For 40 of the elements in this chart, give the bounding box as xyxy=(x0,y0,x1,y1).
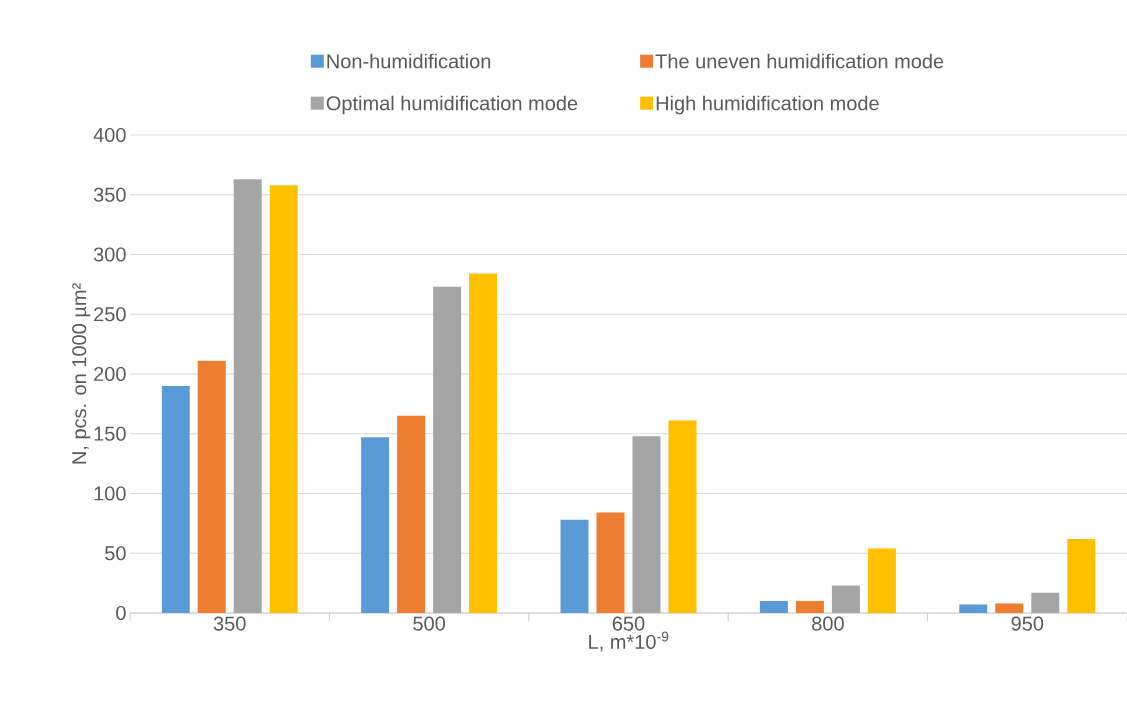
legend-label: High humidification mode xyxy=(656,95,879,115)
bar xyxy=(831,585,860,613)
bar xyxy=(867,548,896,613)
legend-label: Optimal humidification mode xyxy=(326,95,578,115)
bar xyxy=(161,385,190,613)
y-axis-title: N, pcs. on 1000 µm² xyxy=(72,283,91,464)
y-tick-label: 400 xyxy=(93,127,126,143)
y-tick-label: 100 xyxy=(94,486,126,501)
bar xyxy=(433,286,462,613)
bar xyxy=(469,273,498,613)
x-tick-label: 350 xyxy=(213,616,246,631)
y-tick-label: 50 xyxy=(105,546,126,561)
bar xyxy=(959,604,988,613)
x-axis-title: L, m*10$^{-9}$ xyxy=(589,631,669,652)
x-tick-label: 500 xyxy=(413,616,445,631)
x-tick-label: 650 xyxy=(612,616,645,631)
bar xyxy=(233,179,262,613)
legend-label: Non-humidification xyxy=(327,53,491,69)
bar xyxy=(269,185,298,613)
bar xyxy=(397,415,426,613)
bar xyxy=(596,512,625,613)
bar xyxy=(759,601,788,613)
y-tick-label: 0 xyxy=(116,605,126,621)
y-tick-label: 200 xyxy=(94,366,126,382)
bar xyxy=(361,437,390,613)
bar xyxy=(632,436,661,613)
y-tick-label: 350 xyxy=(93,187,126,202)
bar xyxy=(795,601,824,613)
bar xyxy=(1067,538,1096,613)
bar xyxy=(1031,592,1060,613)
x-tick-label: 950 xyxy=(1011,616,1044,631)
bar xyxy=(668,420,697,613)
legend-label: The uneven humidification mode xyxy=(655,53,944,69)
y-tick-label: 300 xyxy=(93,247,126,262)
bar xyxy=(197,360,226,613)
bar xyxy=(995,603,1024,613)
y-tick-label: 250 xyxy=(94,307,126,322)
x-tick-label: 800 xyxy=(812,616,844,631)
y-tick-label: 150 xyxy=(94,426,126,441)
bar xyxy=(560,519,589,613)
